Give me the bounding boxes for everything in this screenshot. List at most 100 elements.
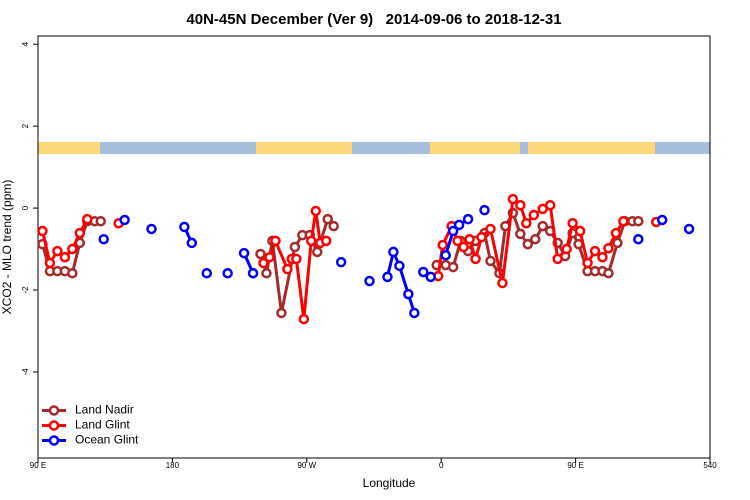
y-tick-label: -2 — [21, 286, 30, 294]
point — [453, 219, 465, 231]
x-tick-label: 180 — [166, 461, 180, 470]
x-tick-label: 90 E — [30, 461, 46, 470]
point — [282, 263, 293, 275]
point — [500, 220, 511, 232]
point — [425, 271, 436, 283]
point — [328, 220, 339, 232]
point — [59, 251, 71, 263]
land-ocean-strip — [38, 142, 710, 154]
point — [479, 204, 490, 216]
point — [612, 237, 623, 249]
point — [409, 307, 420, 319]
point — [573, 238, 584, 250]
point — [320, 235, 332, 247]
point — [322, 213, 333, 225]
point — [306, 235, 317, 247]
point — [258, 257, 269, 269]
y-tick-label: 2 — [21, 123, 30, 128]
point — [597, 251, 608, 263]
point — [44, 257, 56, 269]
point — [683, 223, 695, 235]
point — [521, 217, 532, 229]
point — [452, 235, 463, 247]
point — [146, 223, 157, 235]
point — [610, 227, 622, 239]
point — [394, 260, 405, 272]
point — [476, 231, 487, 243]
point — [464, 233, 475, 245]
x-tick-label: 0 — [439, 461, 444, 470]
y-tick-label: 4 — [21, 41, 30, 46]
point — [633, 233, 644, 245]
point — [515, 199, 526, 211]
point — [98, 233, 109, 245]
point — [656, 214, 668, 226]
point — [633, 215, 644, 227]
point — [497, 277, 508, 289]
point — [437, 239, 448, 251]
point — [119, 214, 130, 226]
point — [276, 307, 287, 319]
point — [603, 242, 614, 254]
point — [310, 205, 322, 217]
point — [95, 215, 106, 227]
point — [552, 237, 563, 249]
point — [440, 249, 451, 261]
x-tick-label: 540 — [703, 461, 717, 470]
point — [567, 217, 578, 229]
point — [364, 275, 375, 287]
chart-title: 40N-45N December (Ver 9) 2014-09-06 to 2… — [186, 11, 561, 28]
point — [298, 313, 310, 325]
legend-label: Land Nadir — [75, 403, 134, 417]
point — [552, 253, 563, 265]
legend-label: Ocean Glint — [75, 433, 139, 447]
point — [289, 241, 301, 253]
legend-marker — [48, 405, 60, 416]
point — [515, 228, 526, 240]
point — [261, 267, 272, 279]
point — [238, 247, 250, 259]
point — [603, 267, 614, 279]
point — [67, 243, 78, 255]
point — [582, 257, 593, 269]
point — [312, 246, 323, 258]
point — [418, 266, 429, 278]
point — [485, 255, 496, 267]
point — [382, 271, 393, 283]
point — [589, 245, 601, 257]
point — [528, 209, 540, 221]
point — [470, 253, 481, 265]
point — [255, 248, 266, 260]
point — [82, 213, 93, 225]
point — [458, 241, 469, 253]
x-tick-label: 90 E — [567, 461, 583, 470]
x-axis-label: Longitude — [363, 476, 416, 490]
y-tick-label: -4 — [21, 368, 30, 376]
point — [522, 238, 534, 250]
legend-label: Land Glint — [75, 418, 130, 432]
legend-marker — [48, 420, 60, 431]
legend-marker — [48, 435, 60, 446]
point — [335, 256, 347, 268]
point — [403, 288, 414, 300]
point — [179, 221, 190, 233]
y-axis-label: XCO2 - MLO trend (ppm) — [0, 180, 14, 315]
x-tick-label: 90 W — [297, 461, 316, 470]
point — [247, 267, 259, 279]
point — [74, 227, 86, 239]
point — [447, 225, 459, 237]
point — [507, 193, 519, 205]
point — [618, 215, 629, 227]
point — [574, 225, 586, 237]
point — [270, 235, 281, 247]
point — [447, 261, 459, 273]
point — [544, 199, 556, 211]
point — [485, 223, 496, 235]
point — [74, 237, 86, 249]
y-tick-label: 0 — [21, 205, 30, 210]
point — [561, 243, 572, 255]
point — [201, 267, 212, 279]
point — [52, 245, 63, 257]
point — [291, 253, 302, 265]
